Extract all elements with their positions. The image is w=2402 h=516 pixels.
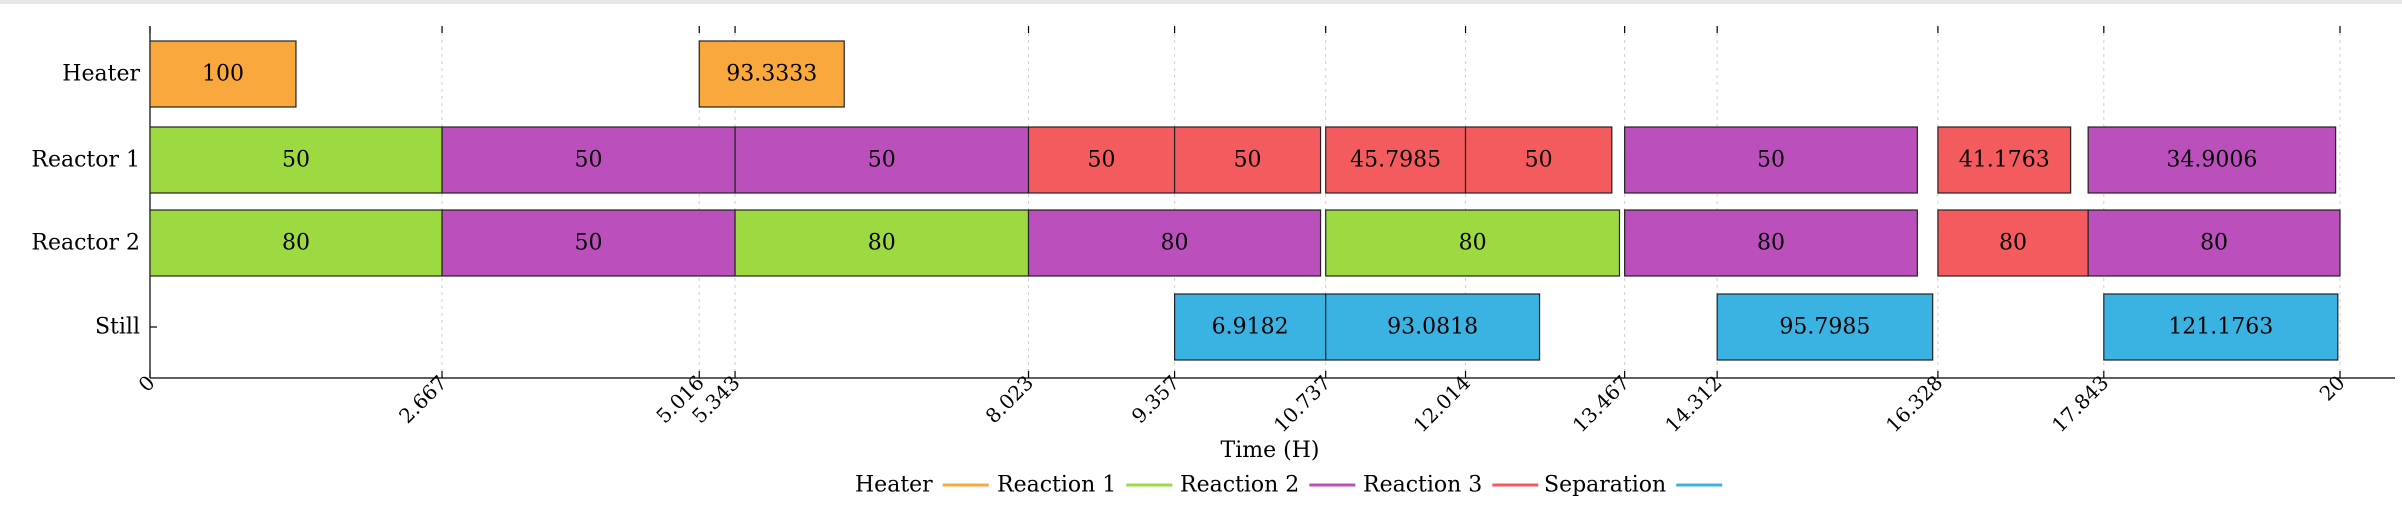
top-border	[0, 0, 2402, 4]
task-bar-label: 50	[282, 148, 310, 173]
task-bar-label: 80	[1757, 231, 1785, 256]
task-bar-label: 80	[1161, 231, 1189, 256]
task-bar	[1464, 126, 1613, 194]
task-bar-label: 95.7985	[1779, 315, 1870, 340]
task-bar-label: 50	[1757, 148, 1785, 173]
x-tick-label: 14.312	[1660, 371, 1726, 437]
task-bar	[1173, 126, 1322, 194]
x-tick-label: 12.014	[1409, 371, 1475, 437]
task-bar-label: 50	[575, 148, 603, 173]
task-bar	[1937, 126, 2072, 194]
task-bar-label: 80	[868, 231, 896, 256]
legend-label: Reaction 2	[1180, 473, 1299, 498]
task-bar-label: 50	[575, 231, 603, 256]
task-bar	[1325, 293, 1541, 361]
task-bar-label: 121.1763	[2168, 315, 2273, 340]
task-bar	[1173, 293, 1327, 361]
row-label: Reactor 1	[31, 148, 140, 173]
task-bar	[149, 126, 443, 194]
task-bar-label: 93.0818	[1387, 315, 1478, 340]
task-bar	[1027, 126, 1176, 194]
legend-label: Separation	[1544, 473, 1666, 498]
legend-label: Heater	[855, 473, 933, 498]
x-tick-label: 0	[134, 371, 160, 397]
task-bar	[1624, 209, 1918, 277]
legend-label: Reaction 3	[1363, 473, 1482, 498]
x-tick-label: 16.328	[1881, 371, 1947, 437]
x-tick-label: 20	[2315, 371, 2350, 406]
legend-label: Reaction 1	[997, 473, 1116, 498]
task-bar-label: 50	[868, 148, 896, 173]
task-bar-label: 80	[1999, 231, 2027, 256]
task-bar	[2103, 293, 2339, 361]
task-bar-label: 93.3333	[726, 62, 817, 87]
row-label: Heater	[62, 62, 140, 87]
task-bar-label: 50	[1088, 148, 1116, 173]
task-bar-label: 50	[1234, 148, 1262, 173]
x-tick-label: 9.357	[1127, 371, 1184, 428]
task-bar	[441, 209, 736, 277]
x-tick-label: 13.467	[1568, 371, 1634, 437]
x-tick-label: 10.737	[1269, 371, 1335, 437]
x-tick-label: 8.023	[981, 371, 1038, 428]
task-bar-label: 41.1763	[1959, 148, 2050, 173]
task-bar	[1027, 209, 1322, 277]
task-bar-label: 50	[1525, 148, 1553, 173]
task-bar	[2087, 209, 2341, 277]
task-bar-label: 6.9182	[1212, 315, 1289, 340]
x-axis-label: Time (H)	[1221, 438, 1320, 463]
task-bar	[1937, 209, 2089, 277]
task-bar-label: 80	[2200, 231, 2228, 256]
task-bar	[1325, 126, 1467, 194]
row-label: Reactor 2	[31, 231, 140, 256]
task-bar-label: 80	[1459, 231, 1487, 256]
task-bar	[1325, 209, 1621, 277]
row-label: Still	[95, 315, 140, 340]
task-bar-label: 80	[282, 231, 310, 256]
task-bar-label: 100	[202, 62, 244, 87]
task-bar	[698, 40, 845, 108]
task-bar	[1624, 126, 1918, 194]
x-tick-label: 2.667	[394, 371, 451, 428]
task-bar	[149, 209, 443, 277]
task-bar	[734, 209, 1030, 277]
task-bar	[1716, 293, 1934, 361]
task-bar	[2087, 126, 2337, 194]
task-bar	[149, 40, 297, 108]
task-bar-label: 34.9006	[2166, 148, 2257, 173]
task-bar	[441, 126, 736, 194]
task-bar-label: 45.7985	[1350, 148, 1441, 173]
x-tick-label: 17.843	[2047, 371, 2113, 437]
task-bar	[734, 126, 1030, 194]
